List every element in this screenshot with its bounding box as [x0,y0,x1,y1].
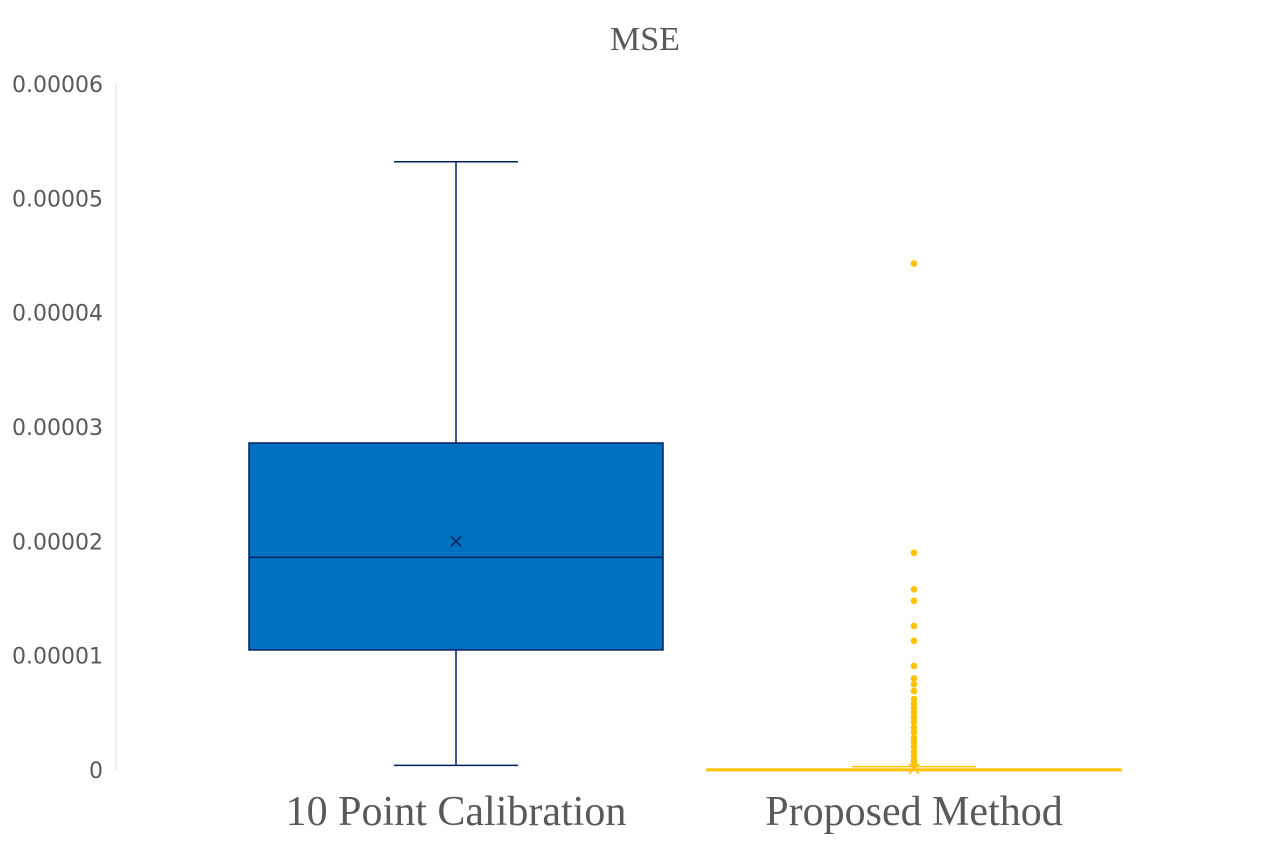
x-tick-label: 10 Point Calibration [286,789,627,835]
outlier-point [910,700,918,707]
outlier-point [910,637,918,645]
outlier-point [910,728,918,736]
outlier-point [910,760,918,768]
y-axis-ticks: 0 0.00001 0.00002 0.00003 0.00004 0.00005 0.00… [12,73,103,784]
y-tick-label: 0.00001 [12,645,103,670]
mean-marker [908,763,920,775]
outlier-point [910,739,918,746]
outlier-point [910,718,918,726]
outlier-point [910,695,918,703]
outlier-point [910,752,918,760]
outlier-point [910,597,918,605]
outlier-point [910,662,918,670]
y-tick-label: 0.00006 [12,73,103,98]
outlier-point [910,622,918,630]
outlier-point [910,734,918,742]
outlier-point [910,680,918,688]
boxes [248,160,1122,775]
outlier-point [910,586,918,593]
x-axis-ticks: 10 Point Calibration Proposed Method [286,789,1063,835]
y-tick-label: 0 [89,759,103,784]
outlier-point [910,675,918,682]
x-tick-label: Proposed Method [765,789,1063,835]
outlier-point [910,260,918,267]
y-tick-label: 0.00002 [12,530,103,555]
outlier-point [910,714,918,721]
outlier-point [910,743,918,751]
box-2 [706,260,1122,775]
outlier-point [910,704,918,712]
mean-marker [450,535,462,547]
y-tick-label: 0.00003 [12,416,103,441]
outlier-point [910,748,918,756]
box-iqr [248,442,664,651]
outlier-point [910,709,918,717]
chart-title: MSE [610,21,680,58]
y-tick-label: 0.00004 [12,302,103,327]
outlier-point [910,549,918,557]
box-1 [248,160,664,767]
outlier-point [910,724,918,731]
y-tick-label: 0.00005 [12,187,103,212]
outlier-point [910,687,918,695]
